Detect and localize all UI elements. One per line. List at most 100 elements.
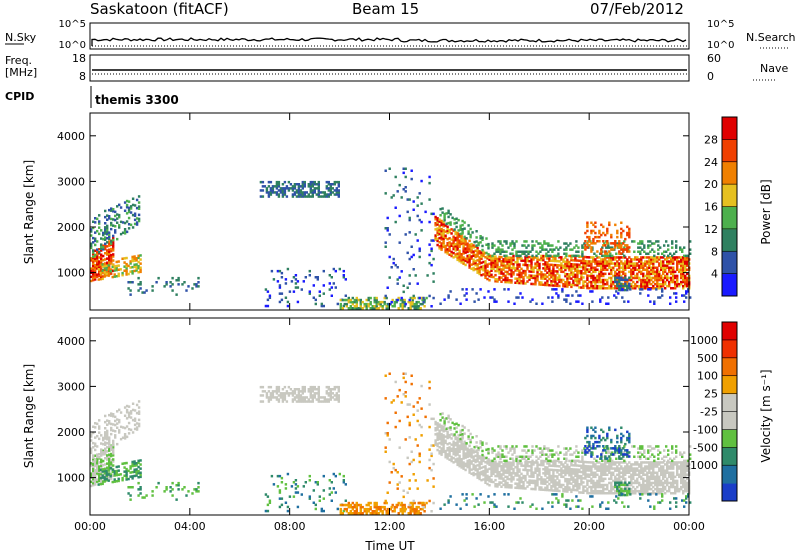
power-cell bbox=[513, 244, 516, 247]
power-cell bbox=[402, 171, 405, 175]
velocity-cell bbox=[446, 430, 449, 433]
velocity-cell bbox=[442, 442, 445, 445]
power-cell bbox=[92, 226, 95, 230]
velocity-cell bbox=[604, 473, 607, 476]
velocity-cell bbox=[590, 479, 593, 483]
power-cell bbox=[687, 288, 690, 291]
velocity-cell bbox=[608, 489, 611, 493]
velocity-cell bbox=[125, 461, 128, 465]
velocity-cell bbox=[127, 415, 131, 419]
power-cell bbox=[498, 257, 501, 261]
velocity-cell bbox=[602, 492, 605, 495]
power-cell bbox=[668, 280, 671, 284]
velocity-cell bbox=[538, 463, 541, 467]
power-cell bbox=[588, 270, 591, 273]
power-y-label: Slant Range [km] bbox=[22, 160, 36, 264]
power-cell bbox=[295, 189, 299, 192]
velocity-cell bbox=[470, 450, 473, 453]
power-y-tick-label: 3000 bbox=[57, 175, 85, 188]
power-cell bbox=[440, 236, 443, 239]
power-cell bbox=[614, 278, 617, 281]
power-cell bbox=[286, 267, 290, 271]
power-cell bbox=[104, 247, 107, 251]
power-cell bbox=[618, 274, 621, 278]
velocity-cell bbox=[558, 479, 561, 482]
nsky-trace bbox=[91, 37, 687, 47]
power-cell bbox=[466, 246, 469, 249]
power-cell bbox=[602, 266, 605, 269]
velocity-cell bbox=[266, 503, 270, 507]
power-cell bbox=[401, 307, 404, 310]
power-cell bbox=[468, 249, 471, 253]
power-cell bbox=[648, 270, 651, 274]
power-cell bbox=[626, 248, 629, 251]
power-cell bbox=[284, 282, 288, 285]
velocity-cell bbox=[572, 486, 575, 490]
power-cell bbox=[98, 222, 101, 225]
velocity-cell bbox=[317, 394, 320, 397]
power-cell bbox=[447, 215, 450, 219]
velocity-cell bbox=[383, 501, 386, 505]
power-cell bbox=[574, 269, 577, 272]
power-cell bbox=[494, 278, 497, 281]
power-cell bbox=[526, 276, 529, 279]
power-cell bbox=[614, 264, 617, 267]
power-cell bbox=[505, 242, 508, 245]
power-cell bbox=[648, 266, 651, 269]
power-cell bbox=[491, 296, 494, 299]
power-cell bbox=[614, 256, 617, 259]
velocity-cell bbox=[448, 452, 451, 455]
power-cell bbox=[610, 282, 613, 286]
power-cell bbox=[293, 193, 297, 196]
power-cell bbox=[582, 276, 585, 279]
power-cell bbox=[98, 272, 101, 276]
velocity-cell bbox=[620, 465, 623, 468]
power-cell bbox=[541, 248, 544, 251]
power-cell bbox=[632, 287, 635, 290]
velocity-cell bbox=[504, 475, 507, 478]
power-cell bbox=[131, 203, 135, 207]
power-cell bbox=[125, 271, 128, 274]
velocity-cell bbox=[261, 394, 265, 397]
velocity-cell bbox=[518, 486, 521, 490]
velocity-cell bbox=[512, 461, 515, 465]
velocity-cell bbox=[548, 489, 551, 492]
velocity-cell bbox=[552, 485, 555, 488]
power-cell bbox=[680, 270, 683, 274]
power-cell bbox=[644, 264, 647, 267]
power-cell bbox=[573, 246, 576, 249]
power-cell bbox=[446, 225, 449, 228]
power-cell bbox=[351, 296, 354, 300]
power-cell bbox=[622, 278, 625, 281]
power-cell bbox=[470, 249, 473, 252]
power-cell bbox=[592, 229, 595, 233]
power-cell bbox=[620, 233, 623, 237]
power-cell bbox=[502, 268, 505, 271]
power-cell bbox=[401, 305, 404, 308]
power-cell bbox=[98, 232, 101, 236]
velocity-cell bbox=[536, 469, 539, 473]
power-cell bbox=[531, 246, 534, 249]
velocity-cell bbox=[590, 487, 593, 491]
velocity-cell bbox=[410, 450, 413, 453]
velocity-cell bbox=[536, 479, 539, 483]
power-cell bbox=[598, 270, 601, 274]
power-cell bbox=[98, 264, 101, 267]
power-cell bbox=[466, 242, 469, 245]
power-cell bbox=[582, 257, 585, 261]
velocity-cell bbox=[616, 473, 619, 476]
velocity-cell bbox=[106, 442, 109, 445]
power-cell bbox=[276, 269, 280, 273]
power-cell bbox=[558, 284, 561, 288]
velocity-cell bbox=[113, 480, 116, 483]
velocity-cell bbox=[566, 463, 569, 467]
power-cell bbox=[602, 278, 605, 282]
velocity-cell bbox=[642, 479, 645, 483]
velocity-cell bbox=[642, 471, 645, 474]
velocity-cell bbox=[359, 503, 362, 507]
power-cell bbox=[460, 240, 463, 244]
power-cell bbox=[293, 185, 297, 188]
power-cell bbox=[297, 185, 301, 188]
velocity-cell bbox=[436, 444, 439, 448]
velocity-cell bbox=[560, 473, 563, 476]
